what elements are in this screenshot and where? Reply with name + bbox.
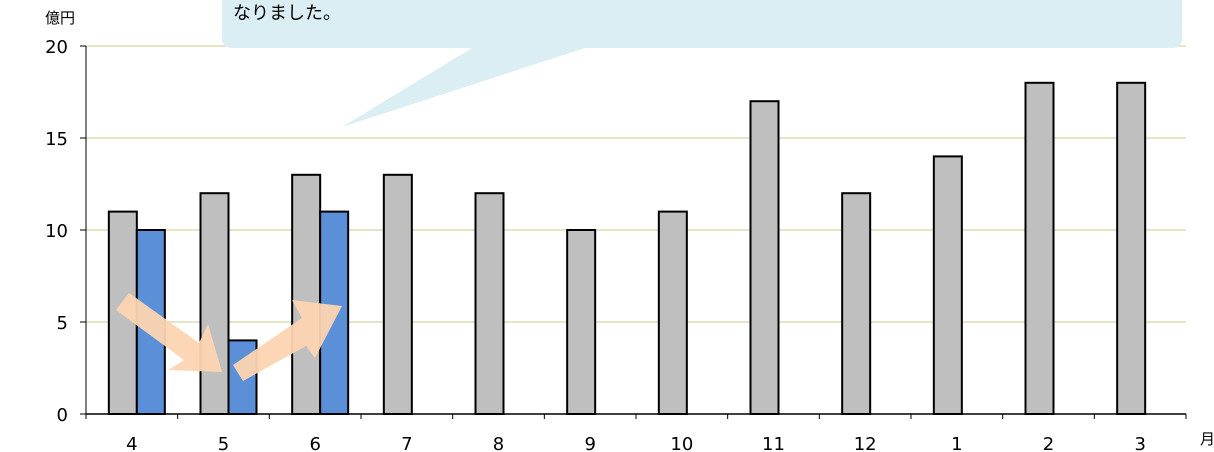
callout-text: なりました。 xyxy=(233,3,341,24)
y-tick-label: 10 xyxy=(45,221,68,242)
down-arrow xyxy=(116,293,222,372)
x-tick-label: 2 xyxy=(1043,434,1054,452)
bar-1-grey xyxy=(932,155,963,415)
x-tick-label: 6 xyxy=(309,434,320,452)
x-tick-label: 4 xyxy=(126,434,137,452)
x-tick-label: 3 xyxy=(1134,434,1145,452)
x-axis-unit: 月 xyxy=(1200,430,1214,448)
x-tick-label: 10 xyxy=(670,434,693,452)
bar-11-grey xyxy=(749,100,780,415)
y-tick-label: 20 xyxy=(45,37,68,58)
bar-2-grey xyxy=(1024,81,1055,416)
x-tick-label: 8 xyxy=(493,434,504,452)
y-tick-label: 15 xyxy=(45,129,68,150)
bar-3-grey xyxy=(1116,81,1147,416)
bar-7-grey xyxy=(382,173,413,415)
up-arrow xyxy=(233,300,342,381)
callout-shape xyxy=(222,0,1182,127)
x-tick-label: 11 xyxy=(762,434,785,452)
y-tick-label: 5 xyxy=(57,313,68,334)
x-tick-label: 9 xyxy=(584,434,595,452)
gridlines xyxy=(86,45,1186,323)
x-tick-label: 7 xyxy=(401,434,412,452)
trend-arrows xyxy=(116,293,342,381)
bar-5-grey xyxy=(199,192,230,415)
axes xyxy=(80,45,1187,419)
bar-8-grey xyxy=(474,192,505,415)
x-tick-label: 5 xyxy=(218,434,229,452)
x-tick-label: 1 xyxy=(951,434,962,452)
bar-12-grey xyxy=(841,192,872,415)
callout-bubble xyxy=(222,0,1182,127)
bar-9-grey xyxy=(566,229,597,415)
x-tick-label: 12 xyxy=(854,434,877,452)
y-axis-unit: 億円 xyxy=(45,9,75,27)
bar-10-grey xyxy=(657,210,688,415)
bar-6-grey xyxy=(291,173,322,415)
y-tick-label: 0 xyxy=(57,405,68,426)
